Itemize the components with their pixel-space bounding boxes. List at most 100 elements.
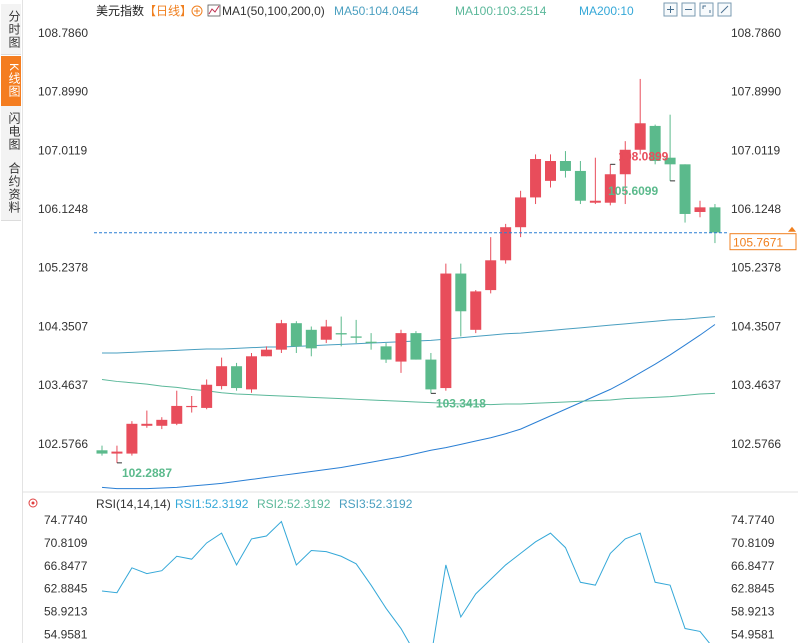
candle [201, 379, 213, 410]
candle-body [425, 359, 437, 390]
candle [141, 410, 153, 428]
y-tick-label-right: 107.0119 [731, 143, 780, 157]
candle-body [171, 405, 183, 424]
add-indicator-icon[interactable] [191, 5, 203, 17]
low-annotation: 105.6099 [608, 184, 658, 198]
candle [186, 396, 198, 413]
ma100-value: MA100:103.2514 [455, 4, 547, 18]
candle [649, 124, 661, 165]
candle-body [410, 333, 422, 360]
candle-body [604, 174, 616, 203]
candle-body [485, 260, 497, 291]
candle-body [305, 329, 317, 349]
rsi-label: RSI(14,14,14) [96, 497, 171, 511]
instrument-title: 美元指数 [96, 3, 144, 18]
candle [350, 319, 362, 344]
period-label[interactable]: 【日线】 [144, 4, 192, 18]
tab-contract-info[interactable]: 合约资料 [1, 156, 21, 221]
rsi3-value: RSI3:52.3192 [339, 497, 413, 511]
rsi-tick-label-left: 66.8477 [44, 559, 88, 573]
candle-body [619, 149, 631, 175]
ma100-line [101, 378, 715, 406]
candle [290, 321, 302, 353]
candle-body [455, 273, 467, 312]
candle-body [709, 207, 721, 233]
rsi-tick-label-left: 70.8109 [44, 536, 88, 550]
y-tick-label-left: 108.7860 [38, 26, 88, 40]
y-tick-label-left: 107.8990 [38, 85, 88, 99]
candle-body [500, 227, 512, 261]
candle [634, 78, 646, 155]
rsi-tick-label-right: 66.8477 [731, 559, 775, 573]
ma50-value: MA50:104.0454 [334, 4, 419, 18]
candle [500, 223, 512, 264]
y-tick-label-right: 108.7860 [731, 26, 781, 40]
candle [246, 352, 257, 393]
y-tick-label-left: 102.5766 [38, 437, 88, 451]
candle-body [126, 423, 138, 454]
y-tick-label-right: 106.1248 [731, 202, 781, 216]
candle [380, 343, 392, 363]
candle-body [515, 197, 527, 228]
candle [440, 263, 452, 391]
candle [709, 204, 721, 244]
candle-body [679, 164, 691, 214]
y-tick-label-left: 105.2378 [38, 261, 88, 275]
rsi-tick-label-right: 74.7740 [731, 513, 775, 527]
settings-icon[interactable] [717, 2, 732, 17]
tab-timeshare[interactable]: 分时图 [1, 4, 21, 55]
candle [559, 151, 571, 178]
candle [260, 346, 272, 357]
candle [320, 319, 332, 344]
candle [545, 154, 556, 188]
candle-body [231, 366, 243, 389]
candle [604, 164, 616, 206]
tab-flash[interactable]: 闪电图 [1, 106, 21, 157]
candle-body [275, 323, 287, 350]
candle [470, 290, 482, 334]
candle [679, 164, 691, 223]
candle-body [395, 333, 407, 362]
candle [425, 352, 437, 394]
candle-body [320, 326, 332, 340]
candle [96, 445, 108, 456]
candle [365, 333, 377, 350]
rsi-tick-label-left: 54.9581 [44, 628, 88, 642]
rsi2-value: RSI2:52.3192 [257, 497, 331, 511]
y-tick-label-left: 107.0119 [38, 143, 87, 157]
candle [171, 390, 183, 426]
candle [515, 190, 527, 238]
ma200-line [101, 324, 716, 490]
low-annotation: 103.3418 [436, 396, 486, 410]
candle [455, 263, 467, 337]
candle-body [574, 170, 586, 201]
rsi-tick-label-left: 62.8845 [44, 582, 88, 596]
y-tick-label-left: 106.1248 [38, 202, 88, 216]
ma-settings-icon[interactable] [207, 4, 221, 17]
y-tick-label-right: 107.8990 [731, 85, 781, 99]
kline-chart[interactable]: 美元指数 【日线】 MA1(50,100,200,0) MA50:104.045… [22, 0, 798, 643]
candle-body [694, 207, 706, 212]
candle-body [649, 125, 661, 162]
candle-body [664, 157, 676, 165]
candle [275, 319, 287, 353]
zoom-out-icon[interactable] [681, 2, 696, 17]
zoom-in-icon[interactable] [663, 2, 678, 17]
candle [156, 417, 168, 430]
high-annotation: 108.0899 [618, 149, 668, 163]
candle-body [350, 336, 362, 338]
rsi-tick-label-right: 54.9581 [731, 628, 775, 642]
candle-body [186, 405, 198, 408]
rsi-tick-label-right: 70.8109 [731, 536, 775, 550]
y-tick-label-right: 105.2378 [731, 261, 781, 275]
ma-label: MA1(50,100,200,0) [222, 4, 325, 18]
rsi-settings-icon[interactable] [28, 498, 38, 508]
candle-body [290, 323, 302, 347]
rsi-tick-label-left: 74.7740 [44, 513, 88, 527]
fullscreen-icon[interactable] [699, 2, 714, 17]
candle [126, 421, 138, 456]
candle [216, 357, 228, 390]
candle-body [380, 346, 392, 360]
tab-kline[interactable]: K线图 [1, 56, 21, 107]
candle-body [589, 200, 601, 203]
